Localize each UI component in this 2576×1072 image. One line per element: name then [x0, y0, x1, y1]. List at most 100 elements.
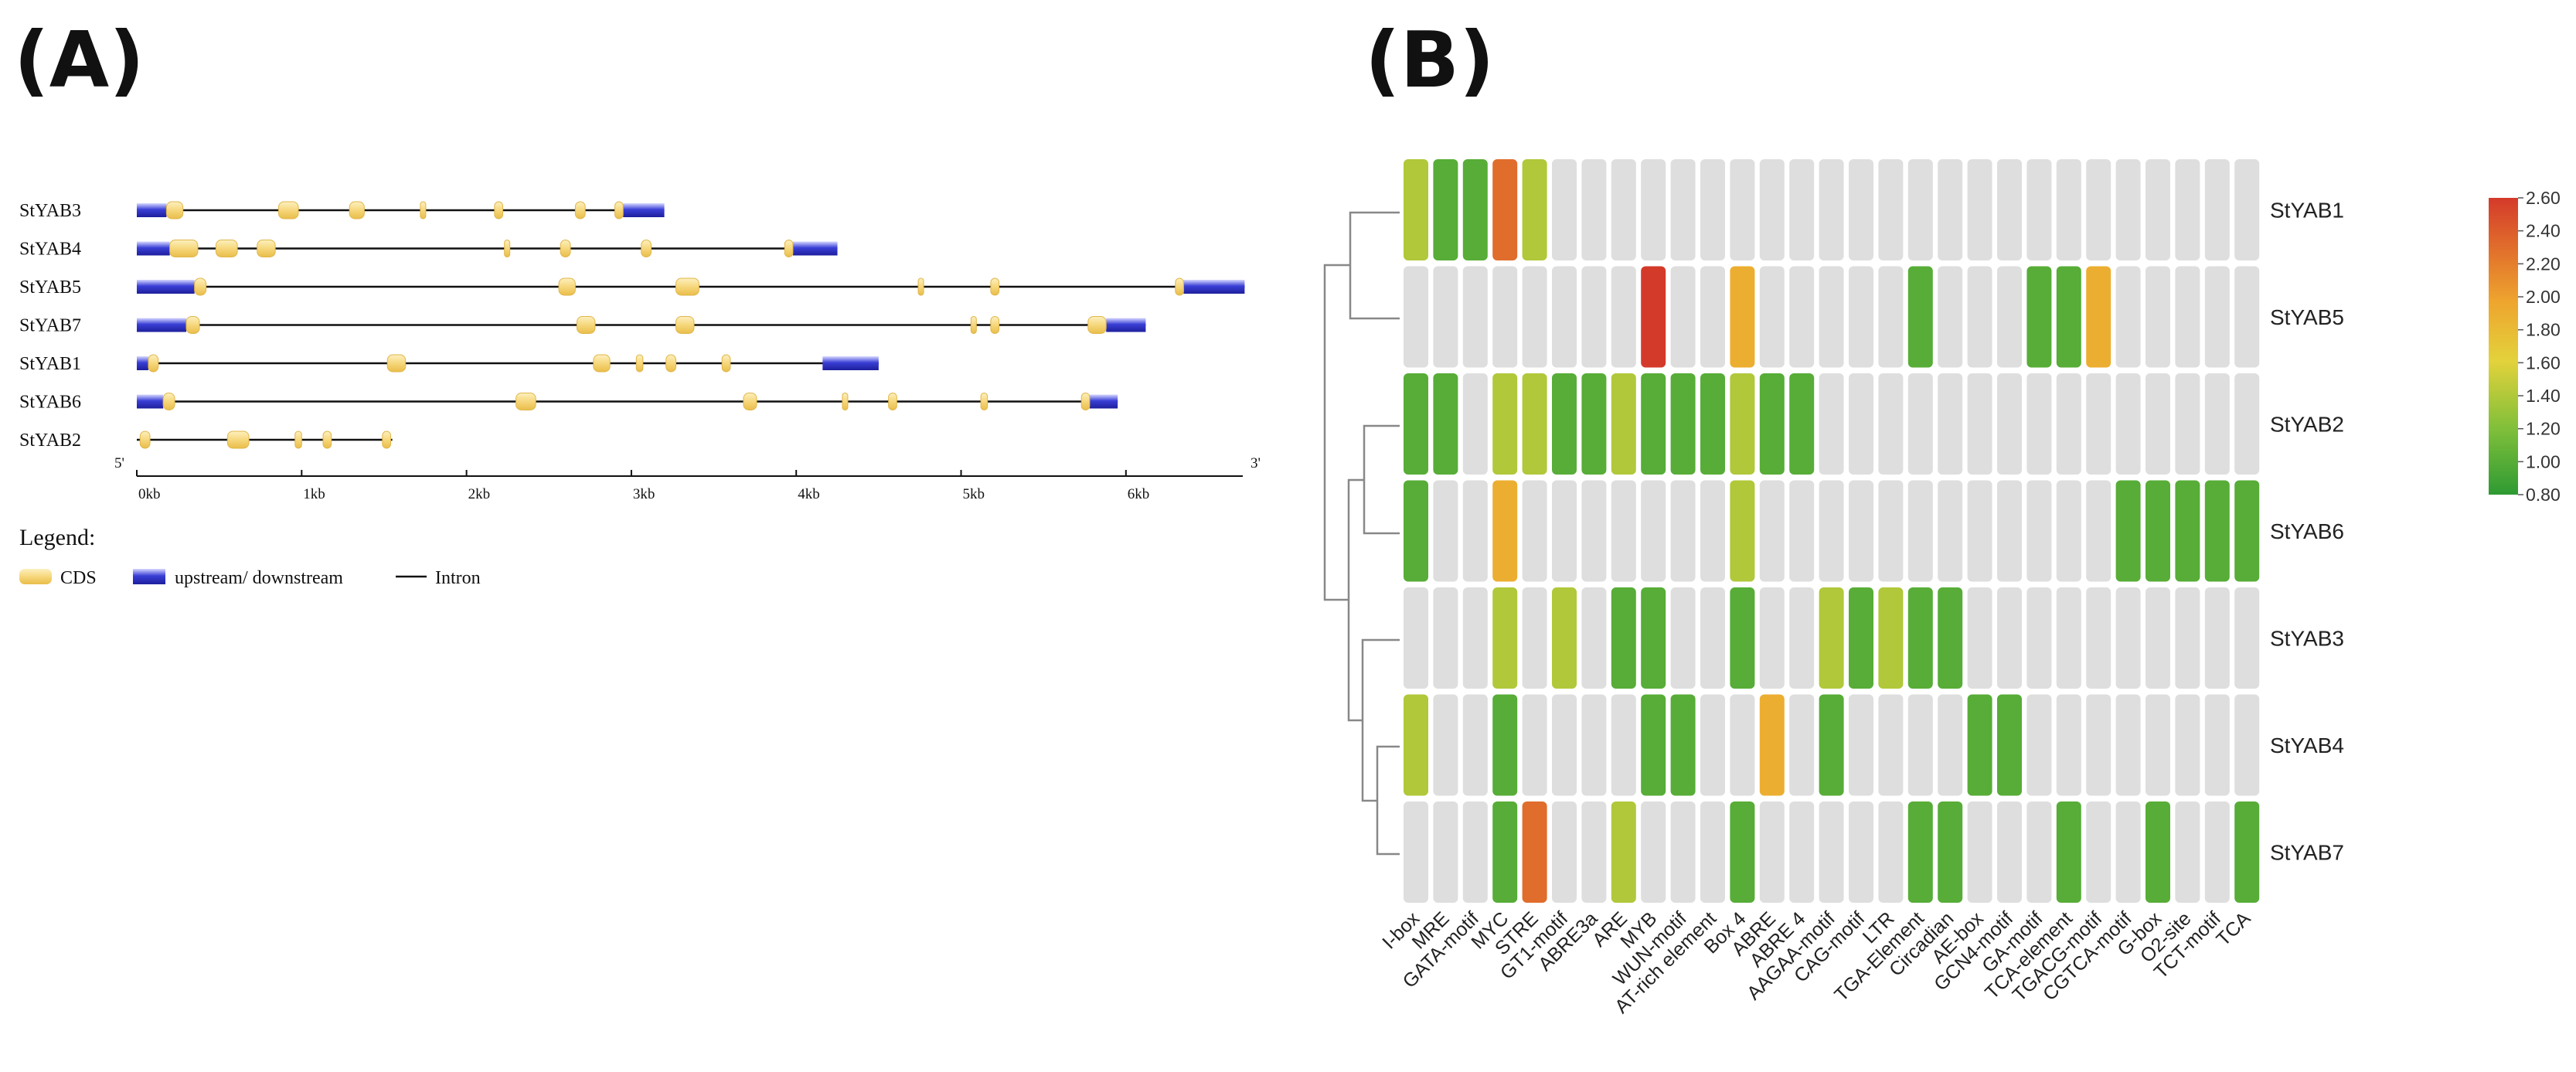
colorbar-tick-label: 1.20 — [2526, 419, 2561, 439]
heat-cell — [1819, 373, 1844, 475]
heat-cell — [1581, 480, 1607, 582]
legend-title: Legend: — [19, 525, 95, 550]
utr-block — [1089, 394, 1118, 409]
heat-cell — [1641, 801, 1666, 903]
heat-cell — [2026, 373, 2052, 475]
heat-cell — [2146, 373, 2170, 475]
heat-cell — [1700, 801, 1725, 903]
colorbar-tick-label: 1.40 — [2526, 386, 2561, 406]
heat-cell — [1730, 266, 1755, 368]
heat-cell — [1967, 266, 1992, 368]
heat-cell — [1552, 480, 1577, 582]
heat-cell — [1759, 694, 1785, 796]
heat-cell — [1552, 373, 1577, 475]
heat-cell — [1641, 373, 1666, 475]
utr-block — [1183, 280, 1245, 294]
utr-block — [137, 394, 164, 409]
heat-cell — [1462, 159, 1488, 260]
gene-label: StYAB2 — [19, 431, 81, 451]
heat-cell — [1433, 159, 1458, 260]
cds-block — [322, 431, 332, 449]
gene-row-styab2: StYAB2 — [19, 431, 393, 451]
utr-block — [137, 203, 167, 217]
cds-block — [665, 354, 676, 373]
heat-cell — [1670, 480, 1696, 582]
heat-cell — [1878, 694, 1904, 796]
utr-block — [137, 280, 195, 294]
heat-cell — [1849, 373, 1873, 475]
heat-cell — [2146, 801, 2170, 903]
heat-cell — [1789, 159, 1815, 260]
heat-cell — [1404, 266, 1428, 368]
colorbar-tick-label: 2.20 — [2526, 254, 2561, 274]
heat-cell — [2026, 480, 2052, 582]
legend-utr-swatch — [133, 569, 165, 584]
heat-cell — [2146, 694, 2170, 796]
heat-cell — [1730, 801, 1755, 903]
heat-cell — [1907, 373, 1933, 475]
heat-cell — [1641, 159, 1666, 260]
heatmap-panel: StYAB1 StYAB5 StYAB2 StYAB6 StYAB3 StYAB4 StYA… — [1323, 159, 2561, 1018]
heat-cell — [1670, 266, 1696, 368]
heat-cell — [1849, 266, 1873, 368]
heat-cell — [1759, 480, 1785, 582]
heat-cell — [1641, 587, 1666, 689]
heat-cell — [1997, 266, 2022, 368]
heat-cell — [1907, 801, 1933, 903]
heat-cell — [1849, 587, 1873, 689]
heat-cell — [1819, 587, 1844, 689]
heat-cell — [2026, 801, 2052, 903]
column-label: TCA — [2212, 907, 2254, 950]
heat-cell — [1581, 373, 1607, 475]
gene-label: StYAB3 — [19, 201, 81, 221]
heat-cell — [1819, 694, 1844, 796]
heat-cell — [2175, 694, 2200, 796]
heat-cell — [1492, 587, 1518, 689]
dendro-branch — [1376, 745, 1400, 856]
heat-cell — [1522, 587, 1547, 689]
heat-cell — [1997, 801, 2022, 903]
gene-label: StYAB7 — [19, 316, 81, 336]
axis-tick-label: 4kb — [798, 486, 820, 502]
heat-cell — [2026, 587, 2052, 689]
heat-cell — [1404, 694, 1428, 796]
legend-utr-label: upstream/ downstream — [175, 568, 343, 588]
heatmap-row-labels: StYAB1 StYAB5 StYAB2 StYAB6 StYAB3 StYAB4 StYA… — [2270, 199, 2344, 865]
heat-cell — [1849, 801, 1873, 903]
row-label-styab2: StYAB2 — [2270, 413, 2344, 437]
heat-cell — [1670, 159, 1696, 260]
colorbar-tick-label: 2.60 — [2526, 188, 2561, 208]
cds-block — [349, 201, 365, 220]
heat-cell — [2146, 266, 2170, 368]
heat-cell — [1907, 587, 1933, 689]
cds-block — [614, 201, 624, 220]
dendro-branch — [1349, 211, 1400, 320]
heat-cell — [1581, 266, 1607, 368]
heat-cell — [2086, 587, 2112, 689]
heat-cell — [1730, 480, 1755, 582]
heat-cell — [2056, 266, 2081, 368]
gene-row-styab5: StYAB5 — [19, 277, 1245, 298]
heat-cell — [1849, 159, 1873, 260]
heat-cell — [2115, 159, 2141, 260]
legend-cds-swatch — [19, 569, 52, 584]
heat-cell — [1878, 266, 1904, 368]
cds-block — [386, 354, 407, 373]
heat-cell — [1819, 480, 1844, 582]
heat-cell — [1789, 587, 1815, 689]
heat-cell — [1700, 159, 1725, 260]
heat-cell — [2115, 694, 2141, 796]
gene-label: StYAB6 — [19, 393, 81, 413]
heat-cell — [2234, 373, 2260, 475]
heat-cell — [1759, 159, 1785, 260]
heat-cell — [2115, 373, 2141, 475]
heat-cell — [1997, 373, 2022, 475]
colorbar-ticks: 2.60 2.40 2.20 2.00 1.80 1.60 1.40 1.20 1.00 0.80 — [2518, 188, 2561, 505]
cds-block — [516, 393, 536, 410]
heat-cell — [1611, 587, 1636, 689]
heat-cell — [1938, 373, 1963, 475]
cds-block — [494, 201, 504, 220]
colorbar-gradient — [2489, 198, 2518, 495]
heat-cell — [2056, 480, 2081, 582]
heat-cell — [1878, 587, 1904, 689]
